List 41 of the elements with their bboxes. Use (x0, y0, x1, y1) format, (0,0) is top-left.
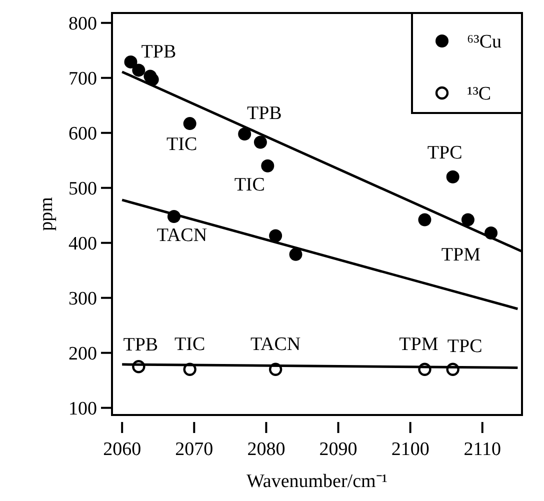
y-tick-label: 300 (68, 288, 97, 310)
point (132, 64, 146, 77)
annotation: TACN (156, 225, 208, 246)
point (238, 127, 252, 140)
x-axis-title: Wavenumber/cm⁻¹ (246, 471, 388, 492)
y-tick-label: 500 (68, 178, 97, 200)
x-tick-label: 2060 (103, 439, 142, 460)
annotation: TPC (427, 142, 462, 164)
point (418, 213, 432, 226)
point (183, 117, 196, 130)
annotation: TIC (234, 174, 265, 196)
x-tick-label: 2070 (175, 439, 214, 460)
point (254, 136, 267, 149)
y-axis-title: ppm (36, 196, 57, 231)
y-tick-label: 200 (68, 344, 97, 365)
y-tick-label: 700 (68, 68, 97, 90)
annotation: TPB (247, 102, 282, 124)
annotation: TPM (441, 244, 481, 266)
y-tick-label: 800 (68, 14, 97, 35)
x-tick-label: 2080 (247, 439, 286, 460)
annotation: TPC (447, 336, 482, 358)
legend-label: ⁶³Cu (467, 32, 502, 53)
x-tick-label: 2090 (319, 439, 358, 460)
legend-label: ¹³C (467, 84, 492, 105)
annotation: TPB (123, 334, 158, 356)
y-tick-label: 600 (68, 124, 97, 145)
annotation: TPM (399, 334, 438, 356)
annotation: TPB (141, 42, 176, 63)
x-tick-label: 2100 (391, 439, 430, 460)
y-tick-label: 400 (68, 234, 97, 255)
point (124, 55, 138, 68)
annotation: TACN (250, 334, 301, 356)
point (289, 248, 302, 261)
annotation: TIC (174, 334, 206, 356)
point (261, 159, 274, 172)
annotation: TIC (166, 134, 198, 156)
x-tick-label: 2110 (464, 439, 502, 460)
point (461, 213, 474, 226)
point (446, 170, 460, 184)
y-tick-label: 100 (68, 398, 97, 420)
point (269, 229, 282, 242)
